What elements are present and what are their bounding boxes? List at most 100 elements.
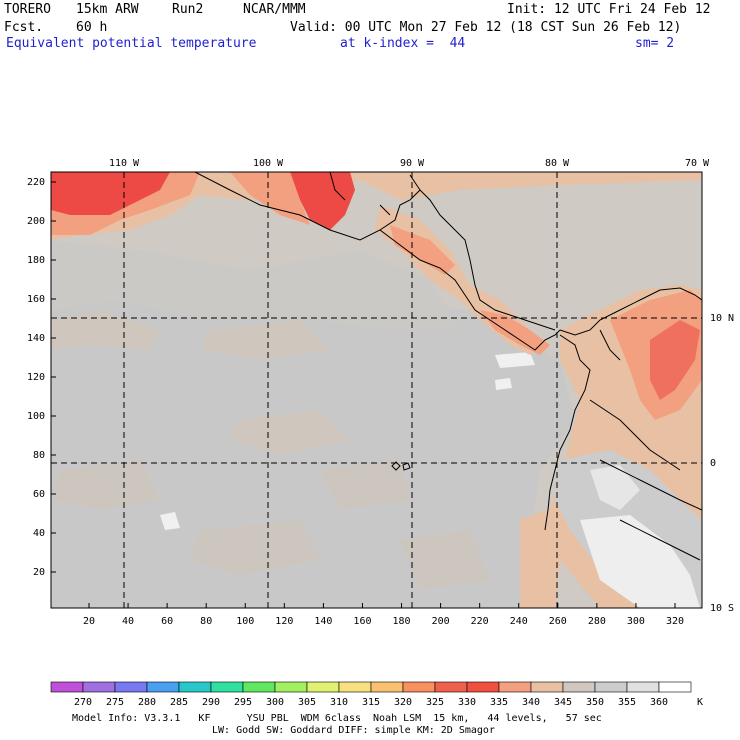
top-axis-label: 70 W xyxy=(685,158,710,169)
y-tick-label: 160 xyxy=(27,294,45,305)
y-tick-label: 40 xyxy=(33,528,45,539)
colorbar-segment xyxy=(594,681,628,693)
ocean-gray-region-north xyxy=(51,240,460,330)
tan-patch xyxy=(55,460,160,510)
coastline-south-america xyxy=(559,287,702,336)
x-tick-label: 300 xyxy=(627,616,645,627)
x-tick-label: 200 xyxy=(432,616,450,627)
x-tick-label: 100 xyxy=(236,616,254,627)
y-tick-label: 220 xyxy=(27,177,45,188)
colorbar-labels: 270 275 280 285 290 295 300 305 310 315 320 325 330 3… xyxy=(74,697,668,708)
colorbar-segment xyxy=(466,681,500,693)
colorbar-value: 325 xyxy=(426,697,444,708)
y-tick-label: 200 xyxy=(27,216,45,227)
colorbar-value: 290 xyxy=(202,697,220,708)
colorbar xyxy=(50,681,692,693)
colorbar-value: 330 xyxy=(458,697,476,708)
colorbar-segment xyxy=(146,681,180,693)
field-name: Equivalent potential temperature xyxy=(6,36,257,51)
x-tick-label: 320 xyxy=(666,616,684,627)
x-tick-label: 180 xyxy=(393,616,411,627)
colorbar-segment xyxy=(82,681,116,693)
colorbar-segment xyxy=(626,681,660,693)
x-tick-label: 220 xyxy=(471,616,489,627)
colorbar-value: 300 xyxy=(266,697,284,708)
tan-patch xyxy=(400,530,490,590)
y-tick-label: 80 xyxy=(33,450,45,461)
colorbar-segment xyxy=(274,681,308,693)
colorbar-value: 305 xyxy=(298,697,316,708)
x-tick-label: 20 xyxy=(83,616,95,627)
tan-patch xyxy=(51,310,160,350)
x-tick-label: 160 xyxy=(353,616,371,627)
colorbar-segment xyxy=(210,681,244,693)
coastline-pacific-sa xyxy=(544,334,591,531)
colorbar-segment xyxy=(338,681,372,693)
x-tick-label: 280 xyxy=(588,616,606,627)
init-time: Init: 12 UTC Fri 24 Feb 12 xyxy=(507,2,711,17)
colorbar-value: 335 xyxy=(490,697,508,708)
tan-patch xyxy=(200,320,330,360)
run-label: Run2 xyxy=(172,2,204,17)
colorbar-value: 275 xyxy=(106,697,124,708)
y-tick-label: 180 xyxy=(27,255,45,266)
warm-region-northwest xyxy=(51,172,702,240)
y-tick-label: 60 xyxy=(33,489,45,500)
border-lines xyxy=(589,329,702,561)
colorbar-segment xyxy=(370,681,404,693)
colorbar-segment xyxy=(562,681,596,693)
right-axis-label: 10 N xyxy=(710,313,734,324)
valid-time: Valid: 00 UTC Mon 27 Feb 12 (18 CST Sun … xyxy=(290,20,682,35)
colorbar-value: 360 xyxy=(650,697,668,708)
footer-model-info: Model Info: V3.3.1 KF YSU PBL WDM 6class… xyxy=(72,713,602,724)
colorbar-segment xyxy=(242,681,276,693)
south-interior-white-2 xyxy=(580,515,700,608)
top-axis-label: 90 W xyxy=(400,158,425,169)
x-tick-label: 60 xyxy=(161,616,173,627)
south-interior-white xyxy=(590,465,640,510)
colorbar-value: 270 xyxy=(74,697,92,708)
colorbar-segment xyxy=(50,681,84,693)
y-tick-label: 140 xyxy=(27,333,45,344)
x-tick-label: 120 xyxy=(275,616,293,627)
white-patch xyxy=(495,352,535,368)
right-axis-label: 0 xyxy=(710,458,716,469)
x-tick-label: 140 xyxy=(314,616,332,627)
central-america-salmon xyxy=(390,225,455,275)
map-frame xyxy=(50,171,703,609)
model-resolution: 15km ARW xyxy=(76,2,139,17)
andes-red xyxy=(650,320,700,400)
coastline-mexico xyxy=(194,172,421,241)
white-patch xyxy=(160,512,180,530)
colorbar-unit: K xyxy=(697,697,703,708)
colorbar-value: 355 xyxy=(618,697,636,708)
colorbar-segment xyxy=(434,681,468,693)
colorbar-value: 285 xyxy=(170,697,188,708)
x-tick-label: 40 xyxy=(122,616,134,627)
colorbar-segment xyxy=(530,681,564,693)
red-region-2 xyxy=(290,172,355,230)
colorbar-value: 340 xyxy=(522,697,540,708)
smoothing-label: sm= 2 xyxy=(635,36,675,51)
right-axis-label: 10 S xyxy=(710,603,734,614)
map-field xyxy=(51,172,702,608)
top-axis-labels: 110 W 100 W 90 W 80 W 70 W xyxy=(109,158,710,169)
colorbar-segment xyxy=(498,681,532,693)
colorbar-segment xyxy=(402,681,436,693)
colorbar-value: 315 xyxy=(362,697,380,708)
colorbar-segment xyxy=(658,681,692,693)
right-axis-labels: 10 N 0 10 S xyxy=(710,313,734,614)
border-mexico xyxy=(329,172,391,216)
coastlines xyxy=(194,172,702,561)
colorbar-value: 350 xyxy=(586,697,604,708)
red-region xyxy=(51,172,170,215)
level-label: at k-index = 44 xyxy=(340,36,466,51)
colorbar-value: 345 xyxy=(554,697,572,708)
colorbar-segment xyxy=(178,681,212,693)
colorbar-value: 310 xyxy=(330,697,348,708)
coastline-caribbean xyxy=(419,189,556,331)
forecast-label: Fcst. xyxy=(4,20,44,35)
top-axis-label: 80 W xyxy=(545,158,570,169)
tan-patch xyxy=(230,410,350,455)
